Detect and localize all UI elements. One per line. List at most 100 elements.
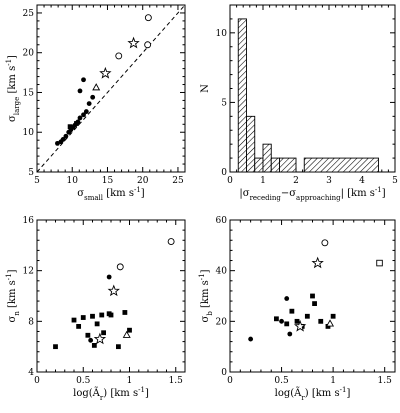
x-tick-label: 0	[34, 376, 40, 386]
histogram-bar	[246, 115, 256, 173]
data-point-filled-square	[108, 312, 114, 318]
histogram-bar	[262, 143, 272, 173]
histogram-bar	[279, 157, 297, 173]
data-point-filled-circle	[60, 136, 66, 142]
data-point-filled-square	[74, 121, 79, 126]
data-point-filled-circle	[88, 337, 94, 343]
x-tick-label: 1.5	[169, 376, 184, 386]
y-axis-label: σn [km s-1]	[5, 269, 21, 322]
data-point-filled-square	[310, 293, 315, 299]
data-point-filled-square	[318, 318, 324, 324]
x-axis-label: |σreceding−σapproaching| [km s-1]	[239, 186, 385, 202]
data-point-filled-circle	[63, 133, 69, 139]
x-tick-label: 0.5	[76, 376, 91, 386]
data-point-filled-square	[80, 315, 86, 320]
data-point-filled-square	[94, 321, 100, 327]
y-tick-label: 20	[23, 49, 35, 59]
data-point-filled-square	[304, 313, 310, 319]
histogram-bar	[237, 18, 247, 173]
data-point-filled-circle	[86, 101, 92, 107]
data-point-open-circle	[115, 52, 123, 60]
data-point-open-star	[311, 256, 324, 269]
data-point-filled-circle	[90, 94, 96, 100]
data-point-filled-square	[289, 308, 295, 314]
data-point-filled-circle	[77, 115, 83, 121]
y-tick-label: 12	[23, 267, 34, 277]
y-tick-label: 40	[216, 267, 228, 277]
data-point-filled-circle	[287, 331, 293, 337]
panel-p3: 0 0.5 1 1.5 4 8 12 16 log(Ãr) [km s-1] σn [km s-1…	[5, 216, 186, 402]
y-tick-label: 20	[216, 317, 228, 327]
panel-p2: 0 1 2 3 4 5 0 5 10 |σreceding−σapproaching| [km s…	[200, 4, 398, 202]
data-point-filled-circle	[77, 88, 83, 94]
data-point-open-star	[99, 66, 112, 79]
y-tick-label: 8	[28, 317, 34, 327]
y-tick-label: 5	[221, 98, 227, 108]
data-point-filled-square	[330, 313, 336, 319]
x-tick-label: 1	[260, 176, 266, 186]
data-point-filled-circle	[284, 296, 290, 301]
data-point-filled-square	[284, 321, 290, 327]
data-point-filled-square	[99, 312, 105, 318]
panel-p1: 5 10 15 20 25 5 10 15 20 25 σsmall [km s-1] σlarge …	[5, 4, 186, 202]
data-point-filled-square	[274, 316, 279, 322]
data-point-filled-square	[53, 344, 58, 350]
y-tick-label: 10	[23, 128, 35, 138]
y-tick-label: 0	[221, 168, 227, 178]
data-point-filled-square	[85, 332, 91, 338]
data-point-filled-square	[90, 313, 95, 319]
data-point-open-circle	[167, 238, 175, 245]
y-axis-label: σlarge [km s-1]	[5, 55, 21, 122]
panel-p4: 0 0.5 1 1.5 0 20 40 60 log(Ãr) [km s-1] σb [km s-…	[198, 216, 396, 402]
data-point-filled-circle	[248, 336, 254, 342]
x-tick-label: 0.5	[274, 376, 289, 386]
y-tick-label: 5	[28, 168, 34, 178]
y-axis-label: N	[200, 84, 211, 93]
data-point-filled-square	[76, 324, 82, 329]
data-point-open-circle	[144, 41, 152, 49]
histogram-bar	[270, 157, 280, 173]
y-tick-label: 4	[28, 368, 34, 378]
data-point-filled-circle	[279, 318, 284, 324]
data-point-filled-square	[312, 301, 317, 306]
y-tick-label: 15	[23, 88, 35, 98]
y-tick-label: 10	[216, 29, 228, 39]
x-tick-label: 1	[330, 376, 336, 386]
data-point-filled-square	[91, 343, 97, 348]
data-point-open-triangle	[92, 83, 101, 91]
plot-frame	[36, 219, 186, 373]
data-point-open-circle	[321, 239, 329, 247]
x-tick-label: 3	[326, 176, 332, 186]
data-point-open-circle	[116, 263, 124, 271]
x-tick-label: 15	[102, 176, 114, 186]
x-axis-label: σsmall [km s-1]	[77, 186, 144, 202]
x-tick-label: 1.5	[378, 376, 393, 386]
x-axis-label: log(Ãr) [km s-1]	[73, 386, 149, 402]
histogram-bar	[254, 157, 264, 173]
plot-frame	[36, 4, 186, 173]
x-tick-label: 5	[392, 176, 398, 186]
y-tick-label: 0	[221, 368, 227, 378]
data-point-filled-square	[71, 317, 77, 323]
data-point-open-star	[127, 36, 140, 49]
x-axis-label: log(Ãr) [km s-1]	[275, 386, 351, 402]
x-tick-label: 5	[34, 176, 40, 186]
data-point-filled-square	[294, 318, 300, 324]
data-point-filled-square	[127, 327, 132, 333]
data-point-open-triangle	[122, 330, 131, 338]
data-point-filled-circle	[106, 274, 112, 280]
x-tick-label: 0	[227, 176, 233, 186]
x-tick-label: 1	[127, 376, 133, 386]
x-tick-label: 2	[293, 176, 299, 186]
data-point-open-circle	[144, 14, 152, 22]
x-tick-label: 10	[67, 176, 79, 186]
x-tick-label: 25	[172, 176, 184, 186]
y-tick-label: 60	[216, 216, 228, 226]
data-point-open-triangle	[326, 319, 335, 327]
data-point-filled-circle	[81, 77, 86, 83]
data-point-open-star	[93, 332, 107, 345]
data-point-filled-square	[122, 310, 128, 315]
y-axis-label: σb [km s-1]	[198, 269, 214, 322]
